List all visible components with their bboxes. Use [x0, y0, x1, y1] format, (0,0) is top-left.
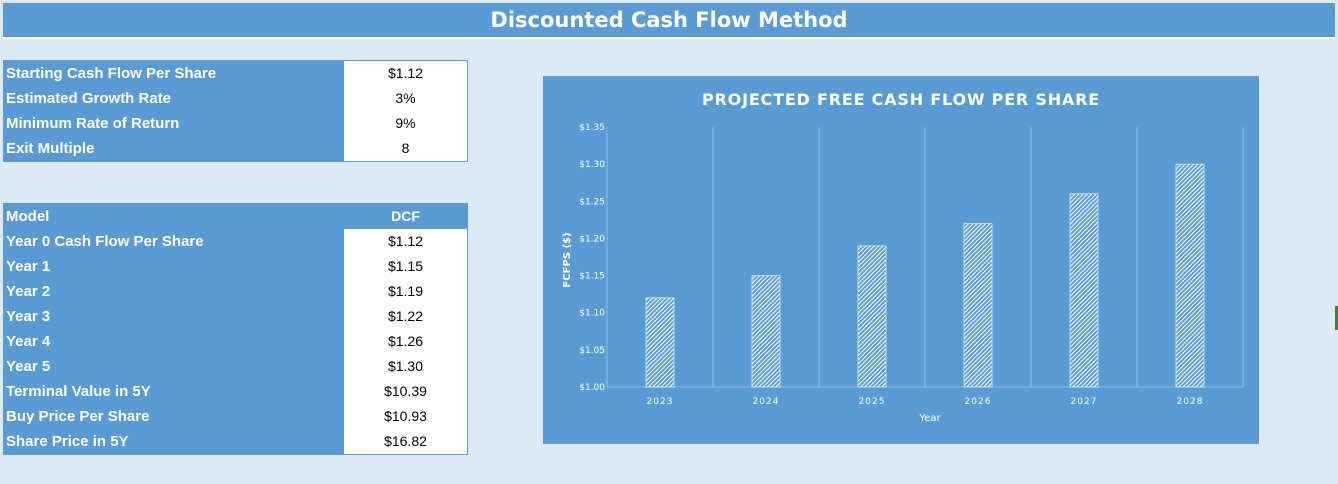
- starting-cash-flow-cell[interactable]: $1.12: [344, 61, 467, 86]
- model-header-label: Model: [4, 204, 344, 229]
- model-table: Model DCF Year 0 Cash Flow Per Share $1.…: [3, 203, 468, 455]
- table-row: Terminal Value in 5Y $10.39: [4, 379, 467, 404]
- input-label: Estimated Growth Rate: [4, 86, 344, 111]
- input-row-exit-multiple: Exit Multiple 8: [4, 136, 467, 161]
- row-label: Year 1: [4, 254, 344, 279]
- selection-edge-marker: [1335, 306, 1338, 330]
- model-header-value: DCF: [344, 204, 467, 229]
- chart-title: PROJECTED FREE CASH FLOW PER SHARE: [702, 90, 1100, 109]
- bar-2027[interactable]: [1069, 193, 1099, 388]
- row-value-cell[interactable]: $16.82: [344, 429, 467, 454]
- y-tick-label: $1.30: [579, 160, 605, 170]
- x-tick-label: 2025: [859, 397, 886, 407]
- bar-2028[interactable]: [1175, 163, 1205, 388]
- fcf-chart-svg: PROJECTED FREE CASH FLOW PER SHARE $1.00…: [562, 90, 1244, 424]
- table-row: Share Price in 5Y $16.82: [4, 429, 467, 454]
- row-value-cell[interactable]: $10.93: [344, 404, 467, 429]
- input-label: Exit Multiple: [4, 136, 344, 161]
- row-label: Year 3: [4, 304, 344, 329]
- table-row: Year 4 $1.26: [4, 329, 467, 354]
- row-value-cell[interactable]: $1.19: [344, 279, 467, 304]
- y-tick-label: $1.35: [579, 123, 605, 133]
- chart-grid: [606, 127, 1244, 388]
- input-label: Starting Cash Flow Per Share: [4, 61, 344, 86]
- x-tick-label: 2026: [965, 397, 992, 407]
- fcf-chart[interactable]: PROJECTED FREE CASH FLOW PER SHARE $1.00…: [543, 76, 1259, 444]
- table-row: Year 3 $1.22: [4, 304, 467, 329]
- x-tick-label: 2024: [753, 397, 780, 407]
- model-header-row: Model DCF: [4, 204, 467, 229]
- inputs-table: Starting Cash Flow Per Share $1.12 Estim…: [3, 60, 468, 162]
- row-value-cell[interactable]: $1.26: [344, 329, 467, 354]
- bar-2025[interactable]: [857, 245, 887, 388]
- bar-2024[interactable]: [751, 275, 781, 388]
- y-tick-label: $1.10: [579, 309, 605, 319]
- row-label: Share Price in 5Y: [4, 429, 344, 454]
- row-label: Year 4: [4, 329, 344, 354]
- table-row: Year 2 $1.19: [4, 279, 467, 304]
- x-tick-label: 2023: [647, 397, 674, 407]
- x-tick-label: 2028: [1177, 397, 1204, 407]
- row-label: Terminal Value in 5Y: [4, 379, 344, 404]
- x-tick-label: 2027: [1071, 397, 1098, 407]
- y-tick-label: $1.25: [579, 197, 605, 207]
- bar-2023[interactable]: [645, 297, 675, 388]
- x-axis-label: Year: [918, 413, 941, 424]
- title-divider: [3, 37, 1335, 39]
- row-label: Buy Price Per Share: [4, 404, 344, 429]
- min-return-cell[interactable]: 9%: [344, 111, 467, 136]
- input-row-starting-cash-flow: Starting Cash Flow Per Share $1.12: [4, 61, 467, 86]
- table-row: Year 5 $1.30: [4, 354, 467, 379]
- row-label: Year 5: [4, 354, 344, 379]
- table-row: Year 1 $1.15: [4, 254, 467, 279]
- input-label: Minimum Rate of Return: [4, 111, 344, 136]
- bar-2026[interactable]: [963, 223, 993, 388]
- y-tick-label: $1.05: [579, 346, 605, 356]
- exit-multiple-cell[interactable]: 8: [344, 136, 467, 161]
- sheet-title: Discounted Cash Flow Method: [3, 3, 1335, 37]
- input-row-growth-rate: Estimated Growth Rate 3%: [4, 86, 467, 111]
- y-tick-label: $1.15: [579, 272, 605, 282]
- row-value-cell[interactable]: $1.22: [344, 304, 467, 329]
- input-row-min-return: Minimum Rate of Return 9%: [4, 111, 467, 136]
- y-axis-label: FCFPS ($): [562, 232, 573, 287]
- table-row: Buy Price Per Share $10.93: [4, 404, 467, 429]
- row-value-cell[interactable]: $1.15: [344, 254, 467, 279]
- x-axis: 2023 2024 2025 2026 2027 2028: [647, 397, 1204, 407]
- chart-bars: [645, 163, 1205, 388]
- row-value-cell[interactable]: $1.30: [344, 354, 467, 379]
- row-value-cell[interactable]: $10.39: [344, 379, 467, 404]
- row-value-cell[interactable]: $1.12: [344, 229, 467, 254]
- growth-rate-cell[interactable]: 3%: [344, 86, 467, 111]
- row-label: Year 2: [4, 279, 344, 304]
- row-label: Year 0 Cash Flow Per Share: [4, 229, 344, 254]
- y-axis: $1.00 $1.05 $1.10 $1.15 $1.20 $1.25 $1.30 $1.35: [579, 123, 605, 393]
- table-row: Year 0 Cash Flow Per Share $1.12: [4, 229, 467, 254]
- y-tick-label: $1.00: [579, 383, 605, 393]
- y-tick-label: $1.20: [579, 234, 605, 244]
